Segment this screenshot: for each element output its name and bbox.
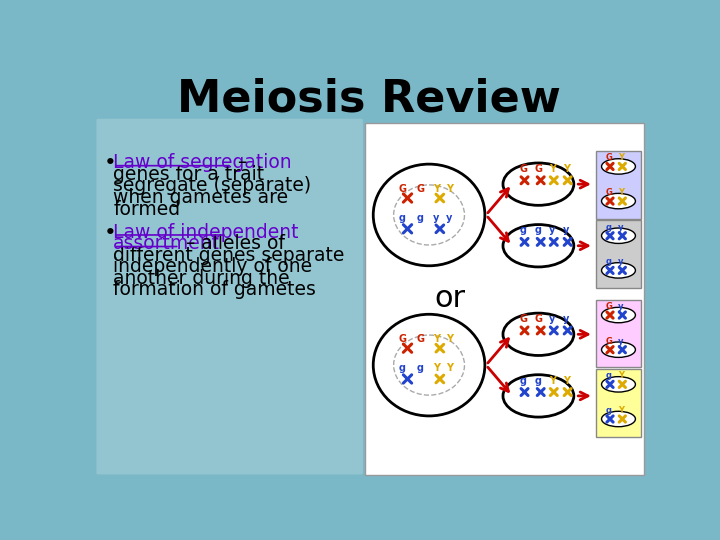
Text: G: G [606,336,612,346]
Text: independently of one: independently of one [113,257,312,276]
Text: Y: Y [618,371,624,380]
Text: Y: Y [549,164,556,174]
Ellipse shape [601,342,636,357]
Text: g: g [520,376,527,386]
Text: G: G [398,334,406,344]
Ellipse shape [503,313,574,355]
Text: G: G [398,184,406,194]
Text: different genes separate: different genes separate [113,246,345,265]
Text: y: y [563,314,570,324]
Ellipse shape [373,314,485,416]
Text: Y: Y [433,363,440,373]
Text: y: y [446,213,452,223]
Text: g: g [398,363,405,373]
Bar [365,123,644,475]
Text: formation of gametes: formation of gametes [113,280,316,299]
Ellipse shape [601,193,636,209]
Text: another during the: another during the [113,269,290,288]
Ellipse shape [373,164,485,266]
Text: •: • [104,222,117,242]
Bar [596,220,641,288]
Text: Y: Y [618,188,624,197]
Text: g: g [534,376,541,386]
Text: y: y [618,302,624,311]
Text: g: g [520,225,527,235]
Text: genes for a trait: genes for a trait [113,165,264,184]
Text: Y: Y [446,184,453,194]
Ellipse shape [601,411,636,427]
Text: g: g [534,225,541,235]
Text: y: y [618,336,624,346]
Text: G: G [606,153,612,163]
Text: when gametes are: when gametes are [113,188,289,207]
Text: Y: Y [446,363,453,373]
Text: Y: Y [433,184,440,194]
Text: Y: Y [433,334,440,344]
Text: formed: formed [113,200,181,219]
Text: y: y [563,225,570,235]
Text: y: y [618,257,624,266]
Text: Meiosis Review: Meiosis Review [177,78,561,121]
Text: Y: Y [563,376,570,386]
Text: –: – [232,153,247,172]
Text: Y: Y [563,164,570,174]
Text: g: g [606,371,611,380]
Bar [596,151,641,219]
Text: Y: Y [618,153,624,163]
Bar [596,369,641,437]
Text: segregate (separate): segregate (separate) [113,177,312,195]
Text: y: y [549,314,556,324]
Text: G: G [417,184,425,194]
Text: G: G [520,314,528,324]
Bar [596,300,641,367]
Text: g: g [417,213,424,223]
Text: G: G [534,314,543,324]
Text: G: G [606,302,612,311]
Text: Y: Y [549,376,556,386]
Text: g: g [417,363,424,373]
Text: g: g [606,257,611,266]
Ellipse shape [503,225,574,267]
Text: G: G [534,164,543,174]
Text: Law of segregation: Law of segregation [113,153,292,172]
Text: G: G [520,164,528,174]
Ellipse shape [601,262,636,278]
Ellipse shape [503,375,574,417]
Text: G: G [417,334,425,344]
Text: g: g [606,406,611,415]
Text: assortment: assortment [113,234,220,253]
Text: g: g [606,222,611,232]
Ellipse shape [503,163,574,205]
Text: y: y [549,225,556,235]
Ellipse shape [601,159,636,174]
Text: Y: Y [618,406,624,415]
Text: •: • [104,153,117,173]
Text: g: g [398,213,405,223]
Text: y: y [618,222,624,232]
Ellipse shape [601,307,636,323]
Text: y: y [433,213,439,223]
Ellipse shape [601,377,636,392]
Text: G: G [606,188,612,197]
Text: Law of independent: Law of independent [113,222,299,241]
Text: – alleles of: – alleles of [180,234,285,253]
Text: or: or [434,284,465,313]
FancyBboxPatch shape [96,119,363,475]
Ellipse shape [601,228,636,244]
Text: Y: Y [446,334,453,344]
